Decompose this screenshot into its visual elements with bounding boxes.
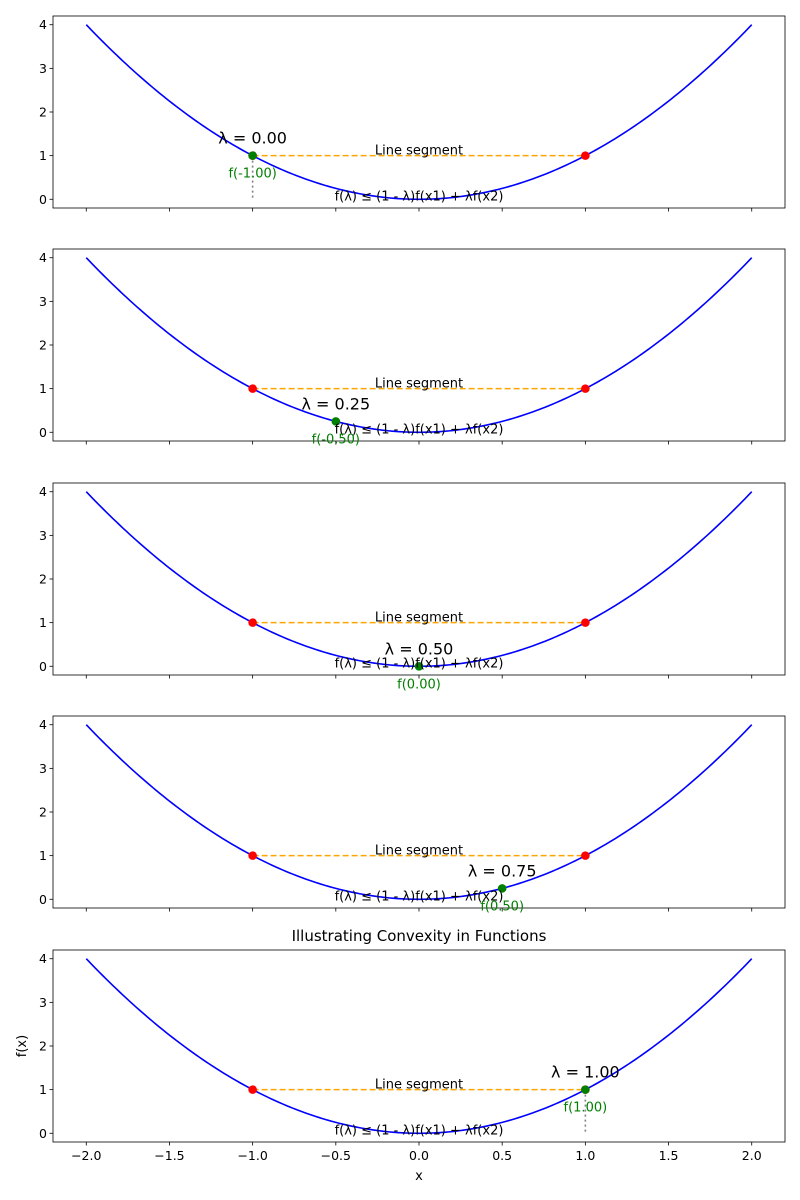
- x-tick-label: −2.0: [71, 1148, 101, 1163]
- inequality-label: f(λ) ≤ (1 - λ)f(x1) + λf(x2): [335, 656, 504, 671]
- y-tick-label: 3: [39, 995, 47, 1010]
- plot-area: [85, 257, 753, 434]
- y-tick-label: 2: [39, 1039, 47, 1054]
- endpoint-marker: [248, 851, 257, 860]
- convex-point-marker: [331, 417, 341, 426]
- y-tick-label: 2: [39, 572, 47, 587]
- inequality-label: f(λ) ≤ (1 - λ)f(x1) + λf(x2): [335, 889, 504, 904]
- plot-area: [85, 24, 753, 201]
- y-tick-label: 4: [39, 951, 47, 966]
- endpoint-marker: [581, 151, 590, 160]
- inequality-label: f(λ) ≤ (1 - λ)f(x1) + λf(x2): [335, 189, 504, 204]
- lambda-label: λ = 0.25: [301, 394, 370, 413]
- y-tick-label: 2: [39, 805, 47, 820]
- convex-point-marker: [497, 884, 507, 893]
- y-tick-label: 4: [39, 484, 47, 499]
- chart-title: Illustrating Convexity in Functions: [292, 927, 547, 945]
- axes-frame: [52, 715, 786, 909]
- plot-area: [85, 724, 753, 901]
- endpoint-marker: [248, 384, 257, 393]
- convex-point-marker: [248, 151, 257, 160]
- x-tick-label: 1.0: [575, 1148, 595, 1163]
- function-curve: [85, 724, 753, 901]
- axes-frame: [52, 248, 786, 442]
- y-tick-label: 3: [39, 294, 47, 309]
- endpoint-marker: [248, 1085, 257, 1094]
- point-value-label: f(0.50): [480, 899, 524, 914]
- endpoint-marker: [581, 851, 590, 860]
- y-tick-label: 0: [39, 892, 47, 907]
- y-tick-label: 4: [39, 17, 47, 32]
- point-value-label: f(0.00): [397, 677, 441, 692]
- lambda-label: λ = 1.00: [551, 1063, 620, 1082]
- x-tick-label: −1.0: [237, 1148, 267, 1163]
- lambda-label: λ = 0.50: [385, 639, 454, 658]
- y-tick-label: 4: [39, 717, 47, 732]
- x-tick-label: −0.5: [321, 1148, 351, 1163]
- y-tick-label: 3: [39, 761, 47, 776]
- chord-label: Line segment: [375, 377, 463, 392]
- y-tick-label: 0: [39, 659, 47, 674]
- subplot-2: 0 1 2 3 4 Line segment f(λ) ≤ (1 - λ)f(x1) + λ…: [39, 248, 786, 447]
- y-tick-label: 2: [39, 105, 47, 120]
- subplot-1: 0 1 2 3 4 Line segment f(λ) ≤ (1 - λ)f(x1) + λ…: [39, 15, 786, 212]
- axes-frame: [52, 15, 786, 209]
- axes-frame: [52, 949, 786, 1143]
- x-tick-label: 1.5: [659, 1148, 679, 1163]
- x-axis-label: x: [415, 1169, 423, 1184]
- y-tick-label: 1: [39, 848, 47, 863]
- chord-label: Line segment: [375, 844, 463, 859]
- y-tick-label: 0: [39, 192, 47, 207]
- x-tick-label: 0.0: [409, 1148, 429, 1163]
- endpoint-marker: [248, 618, 257, 627]
- y-tick-label: 1: [39, 148, 47, 163]
- y-axis-label: f(x): [15, 1035, 30, 1057]
- y-tick-label: 3: [39, 528, 47, 543]
- x-tick-label: 0.5: [492, 1148, 512, 1163]
- y-tick-label: 1: [39, 615, 47, 630]
- y-tick-label: 0: [39, 1126, 47, 1141]
- x-tick-label: −1.5: [154, 1148, 184, 1163]
- function-curve: [85, 257, 753, 434]
- point-value-label: f(1.00): [564, 1101, 608, 1116]
- inequality-label: f(λ) ≤ (1 - λ)f(x1) + λf(x2): [335, 422, 504, 437]
- lambda-label: λ = 0.75: [468, 861, 537, 880]
- endpoint-marker: [581, 384, 590, 393]
- subplot-4: 0 1 2 3 4 Line segment f(λ) ≤ (1 - λ)f(x1) + λ…: [39, 715, 786, 914]
- subplot-5: 0 1 2 3 4 −2.0 −1.5 −1.0 −0.5 0.0 0.5 1.0 1.5 2.0 Line…: [15, 927, 786, 1184]
- plot-area: [85, 491, 753, 671]
- point-value-label: f(-0.50): [312, 432, 360, 447]
- point-value-label: f(-1.00): [228, 167, 276, 182]
- chord-label: Line segment: [375, 144, 463, 159]
- y-tick-label: 1: [39, 381, 47, 396]
- function-curve: [85, 958, 753, 1135]
- plot-area: [85, 958, 753, 1135]
- subplot-3: 0 1 2 3 4 Line segment f(λ) ≤ (1 - λ)f(x1) + λ…: [39, 482, 786, 692]
- lambda-label: λ = 0.00: [218, 129, 287, 148]
- convex-point-marker: [414, 661, 424, 671]
- y-tick-label: 0: [39, 425, 47, 440]
- chord-label: Line segment: [375, 611, 463, 626]
- x-tick-label: 2.0: [742, 1148, 762, 1163]
- function-curve: [85, 24, 753, 201]
- y-tick-label: 1: [39, 1082, 47, 1097]
- endpoint-marker: [581, 618, 590, 627]
- inequality-label: f(λ) ≤ (1 - λ)f(x1) + λf(x2): [335, 1123, 504, 1138]
- convex-point-marker: [581, 1085, 590, 1094]
- y-tick-label: 4: [39, 250, 47, 265]
- chord-label: Line segment: [375, 1078, 463, 1093]
- y-tick-label: 3: [39, 61, 47, 76]
- y-tick-label: 2: [39, 338, 47, 353]
